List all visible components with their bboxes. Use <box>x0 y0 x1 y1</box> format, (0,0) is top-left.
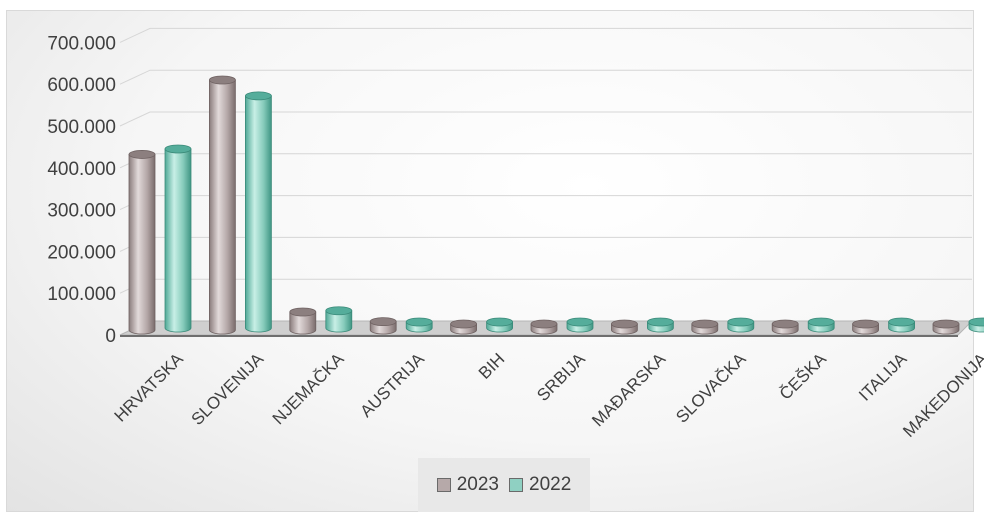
x-axis-ticks: HRVATSKA SLOVENIJA NJEMAČKA AUSTRIJA BIH SRBI… <box>111 349 984 441</box>
bar-2023-češka <box>771 319 799 335</box>
bar-top <box>932 319 960 329</box>
bar-2023-makedonija <box>932 319 960 335</box>
bar-top <box>325 306 353 316</box>
bar-2023-hrvatska <box>128 150 156 335</box>
legend-label-2023: 2023 <box>456 474 499 495</box>
bar-top <box>450 319 478 329</box>
bar-body <box>164 148 192 333</box>
bar-top <box>691 319 719 329</box>
bar-2022-bih <box>486 317 514 333</box>
bar-2022-slovačka <box>727 317 755 333</box>
bar-2023-bih <box>450 319 478 335</box>
bar-body <box>209 79 236 335</box>
bar-top <box>405 317 433 327</box>
bar-top <box>727 317 755 327</box>
bar-top <box>968 317 984 327</box>
x-tick-label: ITALIJA <box>855 349 911 405</box>
bar-top <box>888 317 915 327</box>
bar-top <box>164 144 192 154</box>
y-tick-label: 0 <box>105 326 116 347</box>
bar-top <box>852 319 879 329</box>
x-tick-label: HRVATSKA <box>111 349 188 426</box>
legend: 2023 2022 <box>418 458 590 512</box>
x-tick-label: SRBIJA <box>533 349 589 405</box>
legend-item-2022: 2022 <box>509 474 571 496</box>
legend-item-2023: 2023 <box>436 474 499 496</box>
gridline <box>119 111 972 127</box>
bar-top <box>244 91 272 101</box>
legend-label-2022: 2022 <box>529 474 572 495</box>
bar-2022-mađarska <box>647 317 674 333</box>
bar-body <box>128 154 156 335</box>
bar-2022-italija <box>888 317 915 333</box>
bar-2022-njemačka <box>325 306 353 333</box>
bar-top <box>530 319 558 329</box>
bar-top <box>647 317 674 327</box>
y-tick-label: 100.000 <box>47 284 116 305</box>
bar-2023-slovenija <box>208 75 236 335</box>
x-tick-label: MAKEDONIJA <box>899 349 984 441</box>
x-tick-label: NJEMAČKA <box>269 349 348 428</box>
bar-top <box>807 317 835 327</box>
gridline <box>119 27 972 43</box>
bar-body <box>289 311 317 335</box>
y-axis-ticks: 0 100.000 200.000 300.000 400.000 500.000 600.… <box>47 33 116 347</box>
bar-2023-italija <box>852 319 879 335</box>
x-tick-label: MAĐARSKA <box>588 349 669 430</box>
gridline <box>119 69 972 85</box>
bar-top <box>566 317 594 327</box>
bar-top <box>369 317 397 327</box>
bar-2022-hrvatska <box>164 144 192 333</box>
x-tick-label: SLOVENIJA <box>188 349 268 429</box>
x-tick-label: AUSTRIJA <box>356 349 428 421</box>
bar-2022-češka <box>807 317 835 333</box>
bar-2022-slovenija <box>244 91 272 333</box>
legend-swatch-2023 <box>436 478 451 492</box>
bar-top <box>208 75 236 85</box>
bar-top <box>289 307 317 317</box>
y-tick-label: 400.000 <box>47 159 116 180</box>
bar-2023-austrija <box>369 317 397 335</box>
legend-swatch-2022 <box>509 478 523 492</box>
y-tick-label: 200.000 <box>47 242 116 263</box>
bar-2023-slovačka <box>691 319 719 335</box>
y-tick-label: 500.000 <box>47 117 116 138</box>
bar-2023-njemačka <box>289 307 317 335</box>
x-tick-label: ČEŠKA <box>776 349 831 404</box>
bar-2022-srbija <box>566 317 594 333</box>
bar-top <box>128 150 156 159</box>
y-tick-label: 300.000 <box>47 201 116 222</box>
y-tick-label: 700.000 <box>47 33 116 54</box>
bar-2023-srbija <box>530 319 558 335</box>
bar-top <box>486 317 514 327</box>
bar-top <box>771 319 799 329</box>
bar-body <box>325 310 353 333</box>
bar-2022-makedonija <box>968 317 984 333</box>
bar-2023-mađarska <box>611 319 638 335</box>
y-tick-label: 600.000 <box>47 75 116 96</box>
x-tick-label: BIH <box>475 349 508 382</box>
bar-body <box>245 95 272 333</box>
bar-top <box>611 319 638 329</box>
x-tick-label: SLOVAČKA <box>672 349 750 427</box>
bars <box>128 75 984 335</box>
bar-2022-austrija <box>405 317 433 333</box>
